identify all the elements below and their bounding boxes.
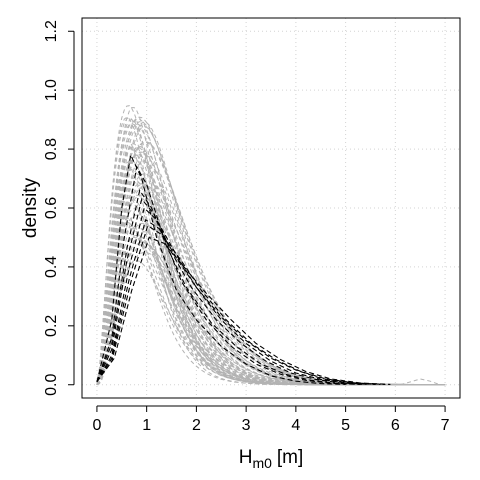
- series-line: [96, 153, 346, 385]
- ensemble-curve: [96, 239, 446, 386]
- series-line: [96, 218, 381, 385]
- ensemble-curve: [96, 208, 446, 386]
- x-axis: 0 1 2 3 4 5 6 7: [92, 405, 450, 434]
- ensemble-curve: [96, 143, 446, 386]
- x-tick-label: 2: [192, 417, 201, 434]
- y-tick-label: 1.0: [43, 79, 60, 101]
- ensemble-curve: [96, 231, 446, 386]
- x-tick-label: 0: [92, 417, 101, 434]
- x-tick-label: 6: [391, 417, 400, 434]
- ensemble-curve: [96, 156, 446, 386]
- ensemble-curve: [96, 185, 446, 386]
- ensemble-curve: [96, 107, 446, 386]
- ensemble-curve: [96, 122, 446, 386]
- series-line: [96, 188, 366, 385]
- y-tick-label: 0.4: [43, 256, 60, 278]
- y-axis-title: density: [20, 177, 41, 238]
- ensemble-curve: [96, 182, 446, 386]
- y-axis: 0.0 0.2 0.4 0.6 0.8 1.0 1.2: [43, 20, 75, 396]
- ensemble-curve: [96, 118, 446, 386]
- ensemble-curve: [96, 145, 446, 386]
- ensemble-curve: [96, 141, 446, 386]
- grid: [82, 18, 460, 398]
- series-line: [96, 206, 376, 385]
- ensemble-curve: [96, 124, 446, 386]
- x-tick-label: 3: [242, 417, 251, 434]
- ensemble-curve: [96, 141, 446, 386]
- y-tick-label: 0.6: [43, 197, 60, 219]
- ensemble-curve: [96, 227, 446, 386]
- ensemble-curve: [96, 237, 446, 386]
- ensemble-curve: [96, 218, 446, 386]
- ensemble-curve: [96, 177, 446, 386]
- y-tick-label: 0.2: [43, 315, 60, 337]
- y-tick-label: 0.0: [43, 374, 60, 396]
- x-tick-label: 5: [341, 417, 350, 434]
- x-axis-title-subscript: m0: [252, 455, 272, 471]
- x-tick-label: 4: [291, 417, 300, 434]
- ensemble-curve: [96, 173, 446, 386]
- ensemble-curve: [96, 140, 446, 386]
- ensemble-curve: [400, 378, 441, 386]
- ensemble-curves: [96, 105, 446, 386]
- x-tick-label: 7: [441, 417, 450, 434]
- series-line: [96, 236, 391, 385]
- ensemble-curve: [96, 125, 446, 386]
- x-axis-title: Hm0 [m]: [239, 447, 304, 471]
- highlight-curves: [96, 153, 391, 385]
- x-axis-title-main: H: [239, 447, 253, 468]
- ensemble-curve: [96, 222, 446, 386]
- ensemble-curve: [96, 154, 446, 386]
- ensemble-curve: [96, 168, 446, 386]
- y-tick-label: 1.2: [43, 20, 60, 42]
- y-tick-label: 0.8: [43, 138, 60, 160]
- ensemble-curve: [96, 187, 446, 386]
- ensemble-curve: [96, 203, 446, 386]
- x-tick-label: 1: [142, 417, 151, 434]
- x-axis-title-unit: [m]: [277, 447, 303, 468]
- plot-frame: [81, 17, 461, 399]
- series-line: [96, 224, 386, 385]
